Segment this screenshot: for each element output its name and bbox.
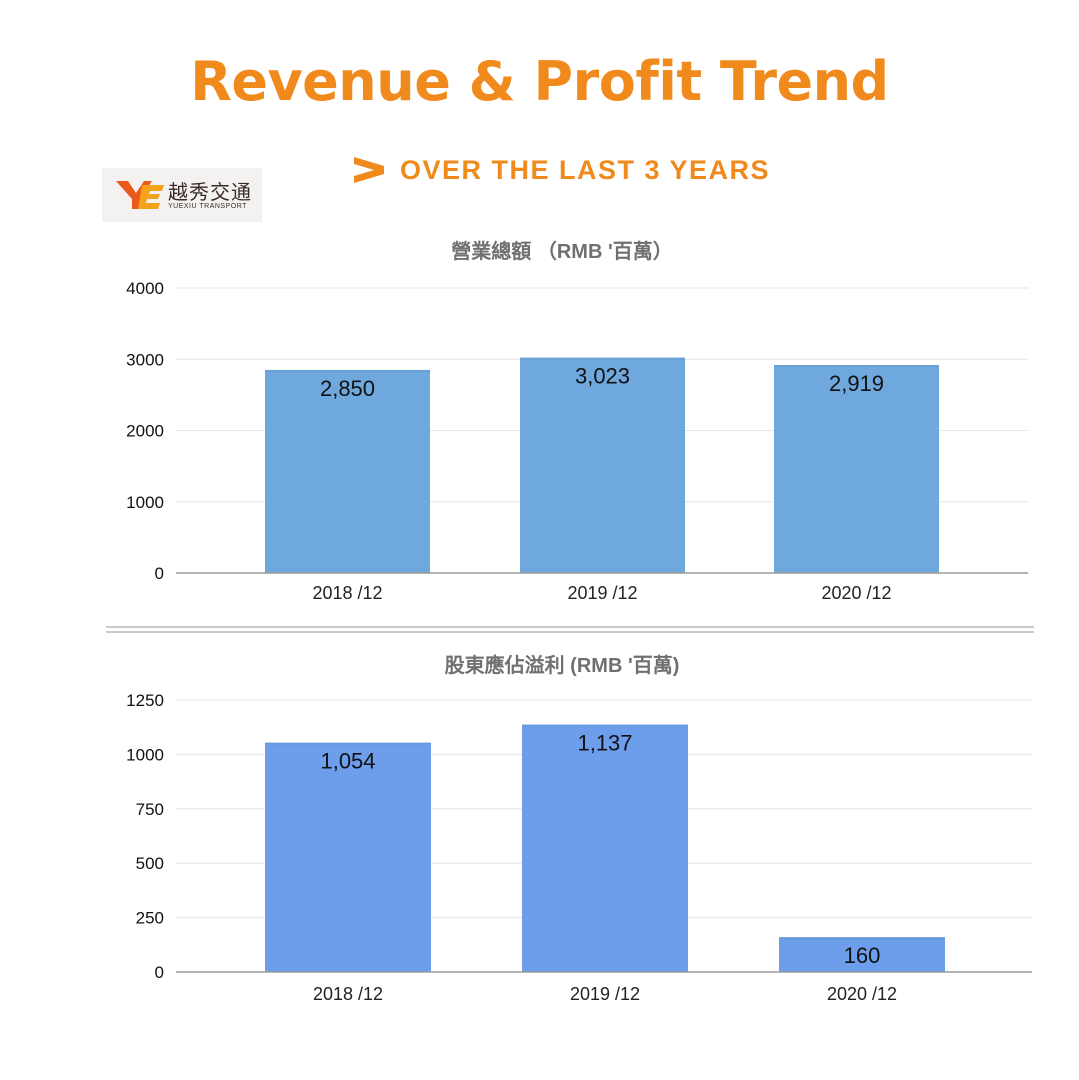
revenue-y-tick-label: 0 <box>155 564 164 583</box>
profit-chart: 股東應佔溢利 (RMB '百萬) 0 250 500 750 1000 1250 1,054 2… <box>0 640 1079 1020</box>
chart-divider <box>106 626 1034 633</box>
revenue-data-label: 3,023 <box>575 364 630 389</box>
subtitle: OVER THE LAST 3 YEARS <box>352 152 770 188</box>
revenue-chart-svg: 營業總額 （RMB '百萬） 0 1000 2000 3000 4000 2,850 2018… <box>126 239 1028 603</box>
revenue-x-tick-label: 2020 /12 <box>821 583 891 603</box>
revenue-bar <box>520 357 685 573</box>
revenue-chart-title: 營業總額 （RMB '百萬） <box>451 239 672 263</box>
revenue-y-tick-label: 1000 <box>126 493 164 512</box>
profit-y-tick-label: 250 <box>136 909 164 928</box>
profit-x-tick-label: 2018 /12 <box>313 984 383 1004</box>
profit-data-label: 1,054 <box>320 749 375 774</box>
profit-x-tick-label: 2020 /12 <box>827 984 897 1004</box>
profit-chart-title: 股東應佔溢利 (RMB '百萬) <box>445 653 680 677</box>
profit-data-label: 1,137 <box>577 731 632 756</box>
revenue-y-tick-label: 2000 <box>126 422 164 441</box>
revenue-bar <box>265 369 430 573</box>
revenue-data-label: 2,850 <box>320 376 375 401</box>
profit-y-tick-label: 500 <box>136 854 164 873</box>
profit-chart-svg: 股東應佔溢利 (RMB '百萬) 0 250 500 750 1000 1250 1,054 2… <box>126 653 1032 1004</box>
revenue-bar-top-edge <box>520 357 685 360</box>
profit-data-label: 160 <box>844 943 881 968</box>
revenue-y-tick-label: 3000 <box>126 350 164 369</box>
revenue-bar <box>774 365 939 573</box>
profit-bar-top-edge <box>522 724 688 727</box>
revenue-x-tick-label: 2018 /12 <box>312 583 382 603</box>
revenue-x-tick-label: 2019 /12 <box>567 583 637 603</box>
revenue-y-tick-label: 4000 <box>126 279 164 298</box>
logo-name-cn: 越秀交通 <box>168 179 252 204</box>
yuexiu-logo-icon <box>116 181 164 209</box>
revenue-data-label: 2,919 <box>829 371 884 396</box>
chevron-right-icon <box>354 157 384 183</box>
revenue-bar-top-edge <box>265 369 430 372</box>
profit-bar <box>779 937 945 972</box>
subtitle-text: OVER THE LAST 3 YEARS <box>400 154 771 185</box>
revenue-chart: 營業總額 （RMB '百萬） 0 1000 2000 3000 4000 2,850 2018… <box>0 225 1079 620</box>
revenue-bar-top-edge <box>774 365 939 368</box>
profit-bar-top-edge <box>265 742 431 745</box>
profit-x-tick-label: 2019 /12 <box>570 984 640 1004</box>
logo-name-en: YUEXIU TRANSPORT <box>168 202 247 210</box>
profit-bar <box>522 724 688 972</box>
company-logo: 越秀交通 YUEXIU TRANSPORT <box>102 168 262 222</box>
profit-y-tick-label: 750 <box>136 800 164 819</box>
profit-y-tick-label: 1000 <box>126 745 164 764</box>
profit-bar <box>265 742 431 972</box>
profit-bar-top-edge <box>779 937 945 940</box>
profit-y-tick-label: 1250 <box>126 691 164 710</box>
page-title: Revenue & Profit Trend <box>190 50 889 113</box>
profit-y-tick-label: 0 <box>155 963 164 982</box>
